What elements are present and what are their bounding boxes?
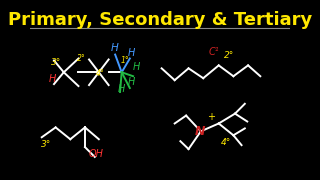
Text: Primary, Secondary & Tertiary: Primary, Secondary & Tertiary xyxy=(8,11,312,29)
Text: H: H xyxy=(111,43,119,53)
Text: OH: OH xyxy=(88,149,103,159)
Text: H: H xyxy=(48,74,56,84)
Text: 2°: 2° xyxy=(77,54,85,63)
Text: +: + xyxy=(207,112,215,122)
Text: H: H xyxy=(117,84,125,94)
Text: N: N xyxy=(194,125,205,138)
Text: 2°: 2° xyxy=(224,51,234,60)
Text: 4°: 4° xyxy=(220,138,231,147)
Text: 3°: 3° xyxy=(41,140,51,149)
Text: 1°: 1° xyxy=(121,56,130,65)
Text: 3°: 3° xyxy=(51,58,61,67)
Text: H: H xyxy=(128,48,136,58)
Text: C¹: C¹ xyxy=(209,47,220,57)
Text: 4°: 4° xyxy=(96,69,104,78)
Text: H: H xyxy=(132,62,140,72)
Text: H: H xyxy=(128,77,136,87)
